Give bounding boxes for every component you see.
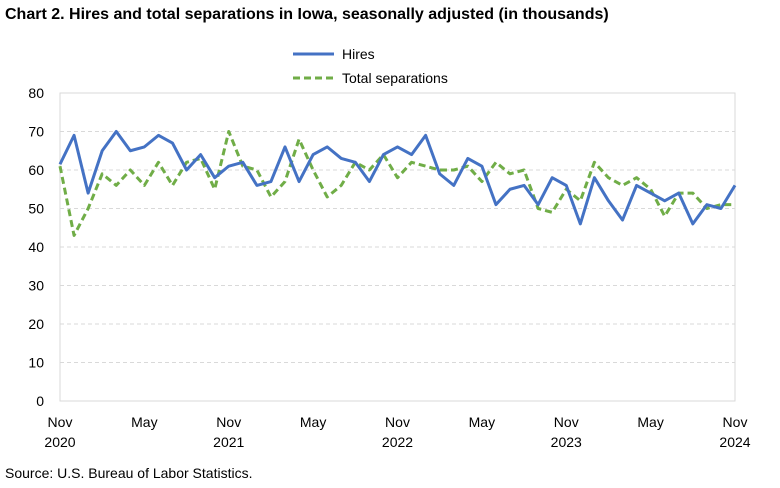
y-tick-label: 60 [28,162,44,178]
legend: Hires Total separations [293,46,448,86]
y-tick-label: 0 [36,393,44,409]
source-note: Source: U.S. Bureau of Labor Statistics. [5,465,253,481]
x-tick-year-label: 2023 [551,434,582,450]
x-tick-label: Nov [554,414,579,430]
x-tick-year-label: 2022 [382,434,413,450]
x-axis: Nov 2020 May Nov 2021 May Nov 2022 May Nov 2023 May… [44,414,750,450]
x-tick-label: Nov [48,414,73,430]
y-tick-label: 40 [28,239,44,255]
series-line-hires [58,130,737,226]
x-tick-label: Nov [723,414,748,430]
legend-label: Hires [342,46,375,62]
y-tick-label: 30 [28,278,44,294]
x-tick-year-label: 2021 [213,434,244,450]
series-group [58,130,737,237]
x-tick-year-label: 2024 [719,434,750,450]
chart-title: Chart 2. Hires and total separations in … [5,6,609,23]
x-tick-label: Nov [385,414,410,430]
x-tick-year-label: 2020 [44,434,75,450]
legend-label: Total separations [342,70,448,86]
y-tick-label: 10 [28,355,44,371]
y-tick-label: 70 [28,124,44,140]
x-tick-label: May [637,414,663,430]
grid-lines [60,131,735,402]
y-axis: 0 10 20 30 40 50 60 70 80 [28,85,44,409]
x-tick-label: May [300,414,326,430]
plot-frame [59,92,736,402]
series-line-total-separations [58,130,735,237]
y-tick-label: 50 [28,201,44,217]
x-tick-label: May [131,414,157,430]
x-tick-label: Nov [216,414,241,430]
y-tick-label: 80 [28,85,44,101]
x-tick-label: May [469,414,495,430]
y-tick-label: 20 [28,316,44,332]
